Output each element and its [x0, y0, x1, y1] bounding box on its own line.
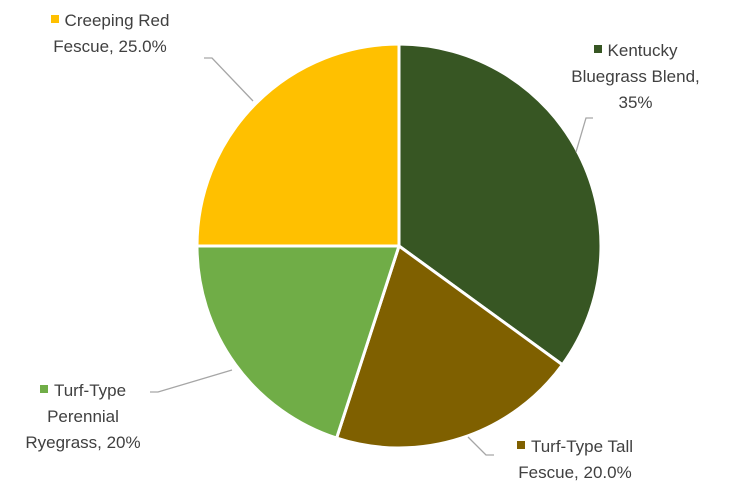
- data-label-kentucky-line3: 35%: [618, 93, 653, 112]
- data-label-kentucky-line1: Kentucky: [607, 41, 678, 60]
- leader-line-kentucky: [575, 117, 593, 153]
- data-label-creeping-line2: Fescue, 25.0%: [53, 37, 167, 56]
- data-label-creeping-line1: Creeping Red: [64, 11, 170, 30]
- legend-key-kentucky: [593, 45, 602, 53]
- data-label-tall: Turf-Type Tall Fescue, 20.0%: [500, 434, 650, 486]
- leader-line-tall: [467, 436, 494, 456]
- data-label-kentucky-line2: Bluegrass Blend,: [571, 67, 700, 86]
- pie-slice-kentucky-bluegrass-blend: [397, 42, 603, 367]
- data-label-perennial-line1: Turf-Type: [53, 381, 127, 400]
- data-label-tall-line2: Fescue, 20.0%: [518, 463, 632, 482]
- legend-key-creeping: [50, 15, 59, 23]
- legend-key-perennial: [39, 385, 48, 393]
- data-label-kentucky: Kentucky Bluegrass Blend, 35%: [548, 38, 723, 116]
- data-label-perennial: Turf-Type Perennial Ryegrass, 20%: [8, 378, 158, 456]
- pie-slice-creeping-red-fescue: [195, 42, 401, 248]
- leader-line-perennial: [150, 369, 233, 393]
- data-label-tall-line1: Turf-Type Tall: [530, 437, 634, 456]
- leader-lines: [150, 57, 593, 456]
- leader-line-creeping: [204, 57, 254, 102]
- pie-slice-turf-type-tall-fescue: [335, 244, 564, 450]
- legend-key-tall: [516, 441, 525, 449]
- pie-slice-turf-type-perennial-ryegrass: [195, 244, 401, 440]
- pie-slices: [195, 42, 603, 450]
- data-label-perennial-line3: Ryegrass, 20%: [25, 433, 141, 452]
- data-label-creeping: Creeping Red Fescue, 25.0%: [35, 8, 185, 60]
- data-label-perennial-line2: Perennial: [47, 407, 119, 426]
